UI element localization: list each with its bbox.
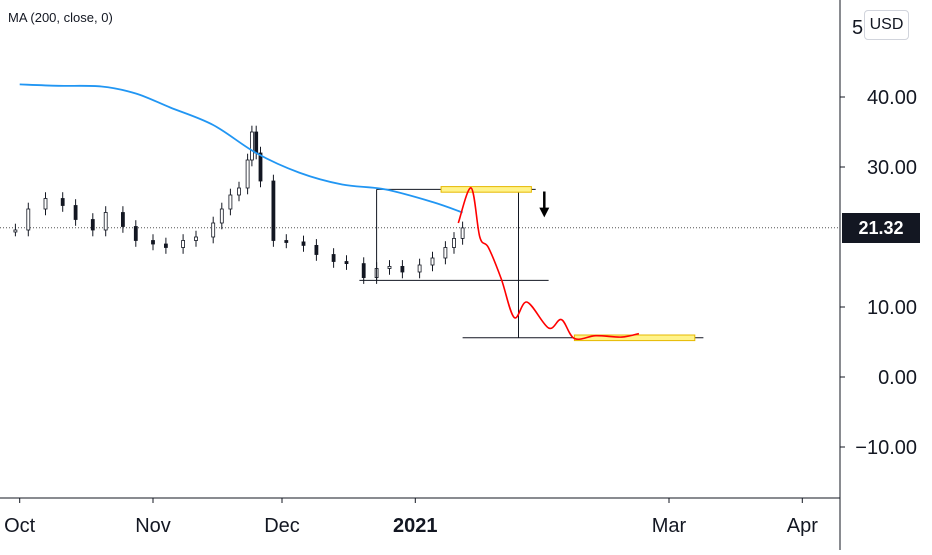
candle-body xyxy=(361,263,366,279)
candle-body xyxy=(314,244,319,255)
x-tick-label: 2021 xyxy=(393,515,438,537)
y-tick-label: 10.00 xyxy=(867,297,917,319)
y-tick-label: 40.00 xyxy=(867,87,917,109)
candle-body xyxy=(121,212,125,227)
candle-body xyxy=(301,241,306,246)
candle-body xyxy=(284,240,289,243)
x-tick-label: Apr xyxy=(787,515,818,537)
x-tick-label: Mar xyxy=(652,515,687,537)
candle-body xyxy=(13,229,18,233)
x-tick-label: Dec xyxy=(264,515,300,537)
candle-body xyxy=(237,187,241,196)
candle-body xyxy=(249,131,254,161)
resistance-zone xyxy=(440,186,532,193)
candle-body xyxy=(245,159,250,189)
candle-body xyxy=(90,219,95,231)
candle-body xyxy=(430,257,435,266)
candle-body xyxy=(228,194,233,210)
y-tick-label: −10.00 xyxy=(855,437,917,459)
y-tick-label: 0.00 xyxy=(878,367,917,389)
candle-body xyxy=(254,131,259,154)
candle-body xyxy=(43,198,48,210)
candle-body xyxy=(103,212,108,231)
x-tick-label: Nov xyxy=(135,515,171,537)
candle-body xyxy=(387,265,392,269)
candle-body xyxy=(60,198,65,206)
candle-body xyxy=(443,247,448,259)
candle-body xyxy=(133,226,138,241)
candle-body xyxy=(258,152,263,182)
ma-line xyxy=(19,83,463,214)
candle-body xyxy=(194,236,198,241)
candle-body xyxy=(452,237,456,248)
candle-body xyxy=(344,261,349,264)
candle-body xyxy=(211,222,216,238)
x-tick-label: Oct xyxy=(4,515,36,537)
candle-body xyxy=(331,254,336,262)
candle-body xyxy=(163,243,168,248)
candle-body xyxy=(181,240,186,248)
indicator-legend[interactable]: MA (200, close, 0) xyxy=(8,10,113,25)
y-tick-label: 30.00 xyxy=(867,157,917,179)
projection-line xyxy=(457,187,640,341)
candle-body xyxy=(417,264,422,273)
candle-body xyxy=(400,265,405,273)
candle-body xyxy=(26,208,31,231)
currency-button[interactable]: USD xyxy=(864,10,909,40)
candle-body xyxy=(219,208,224,224)
candle-body xyxy=(151,240,155,245)
candle-body xyxy=(460,227,465,239)
last-price-tag: 21.32 xyxy=(842,213,920,243)
candle-body xyxy=(271,180,276,241)
down-arrow-icon xyxy=(539,207,550,218)
y-tick-label-partial: 5 xyxy=(852,17,863,39)
candle-body xyxy=(73,205,78,220)
